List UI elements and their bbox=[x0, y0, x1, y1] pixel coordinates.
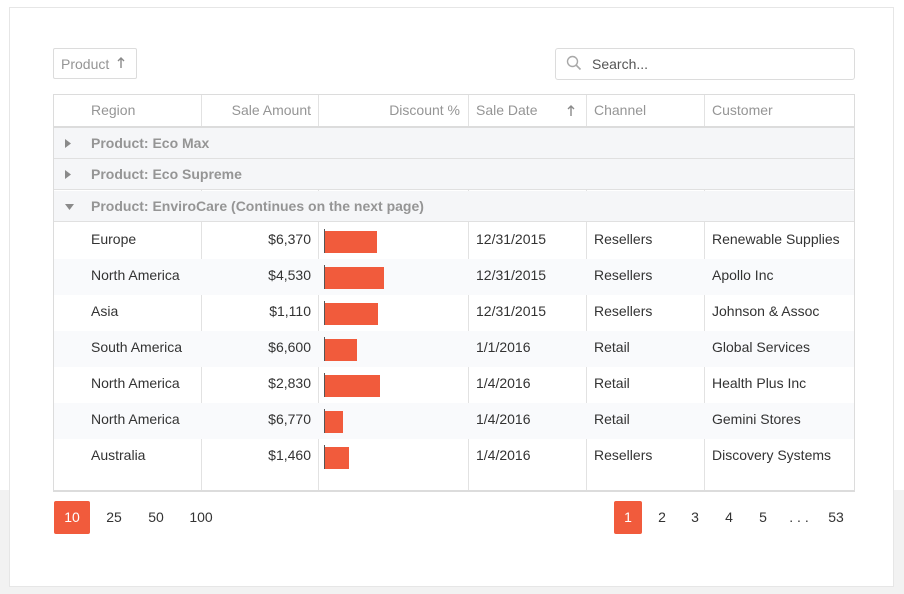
group-row[interactable]: Product: Eco Max bbox=[54, 128, 854, 159]
group-row[interactable]: Product: EnviroCare (Continues on the ne… bbox=[54, 191, 854, 222]
cell-sale-date: 1/1/2016 bbox=[476, 339, 531, 355]
cell-sale-date: 12/31/2015 bbox=[476, 267, 547, 283]
group-label: Product: Eco Max bbox=[91, 135, 210, 151]
cell-customer: Johnson & Assoc bbox=[712, 303, 820, 319]
column-header-sale-amount[interactable]: Sale Amount bbox=[231, 102, 311, 118]
table-row[interactable]: North America $2,830 1/4/2016 Retail Hea… bbox=[54, 367, 854, 403]
bar-axis bbox=[324, 409, 325, 433]
cell-customer: Renewable Supplies bbox=[712, 231, 840, 247]
data-grid: Region Sale Amount Discount % Sale Date … bbox=[53, 94, 855, 490]
cell-region: Europe bbox=[91, 231, 137, 247]
cell-sale-date: 1/4/2016 bbox=[476, 375, 531, 391]
cell-sale-amount: $1,460 bbox=[268, 447, 311, 463]
cell-customer: Gemini Stores bbox=[712, 411, 801, 427]
cell-channel: Retail bbox=[594, 411, 630, 427]
table-row[interactable]: South America $6,600 1/1/2016 Retail Glo… bbox=[54, 331, 854, 367]
table-row[interactable]: Europe $6,370 12/31/2015 Resellers Renew… bbox=[54, 223, 854, 259]
column-header-customer[interactable]: Customer bbox=[712, 102, 773, 118]
bar-axis bbox=[324, 445, 325, 469]
column-header-channel[interactable]: Channel bbox=[594, 102, 647, 118]
page-size-50[interactable]: 50 bbox=[148, 509, 164, 525]
page-button-5[interactable]: 5 bbox=[759, 509, 767, 525]
cell-sale-date: 1/4/2016 bbox=[476, 411, 531, 427]
cell-sale-amount: $2,830 bbox=[268, 375, 311, 391]
search-input[interactable] bbox=[590, 55, 834, 73]
discount-bar bbox=[325, 303, 378, 325]
page-size-100[interactable]: 100 bbox=[189, 509, 213, 525]
caret-right-icon[interactable] bbox=[65, 128, 71, 159]
pager-divider bbox=[53, 490, 855, 492]
group-row[interactable]: Product: Eco Supreme bbox=[54, 159, 854, 190]
cell-sale-date: 12/31/2015 bbox=[476, 303, 547, 319]
cell-region: North America bbox=[91, 267, 180, 283]
cell-sale-amount: $6,370 bbox=[268, 231, 311, 247]
discount-bar bbox=[325, 447, 349, 469]
cell-sale-date: 1/4/2016 bbox=[476, 447, 531, 463]
cell-channel: Resellers bbox=[594, 267, 653, 283]
cell-region: North America bbox=[91, 375, 180, 391]
cell-customer: Health Plus Inc bbox=[712, 375, 807, 391]
discount-bar bbox=[325, 339, 357, 361]
search-icon bbox=[556, 55, 582, 74]
cell-sale-date: 12/31/2015 bbox=[476, 231, 547, 247]
discount-bar bbox=[325, 231, 377, 253]
column-header-region[interactable]: Region bbox=[91, 102, 136, 118]
sort-ascending-icon bbox=[117, 56, 125, 72]
table-row[interactable]: North America $6,770 1/4/2016 Retail Gem… bbox=[54, 403, 854, 439]
cell-sale-amount: $6,600 bbox=[268, 339, 311, 355]
table-row[interactable]: North America $4,530 12/31/2015 Reseller… bbox=[54, 259, 854, 295]
cell-sale-amount: $1,110 bbox=[269, 303, 311, 319]
caret-down-icon[interactable] bbox=[65, 191, 74, 222]
discount-bar bbox=[325, 411, 343, 433]
bar-axis bbox=[324, 301, 325, 325]
cell-region: Australia bbox=[91, 447, 146, 463]
cell-customer: Apollo Inc bbox=[712, 267, 774, 283]
cell-customer: Discovery Systems bbox=[712, 447, 832, 463]
page-button-3[interactable]: 3 bbox=[691, 509, 699, 525]
cell-channel: Retail bbox=[594, 339, 630, 355]
bar-axis bbox=[324, 265, 325, 289]
group-panel-chip-product[interactable]: Product bbox=[53, 48, 137, 79]
page-button-4[interactable]: 4 bbox=[725, 509, 733, 525]
page-button-2[interactable]: 2 bbox=[658, 509, 666, 525]
cell-channel: Resellers bbox=[594, 231, 653, 247]
column-header-discount[interactable]: Discount % bbox=[389, 102, 460, 118]
cell-region: North America bbox=[91, 411, 180, 427]
grid-header: Region Sale Amount Discount % Sale Date … bbox=[54, 95, 854, 128]
search-box[interactable] bbox=[555, 48, 855, 80]
cell-sale-amount: $4,530 bbox=[268, 267, 311, 283]
bar-axis bbox=[324, 373, 325, 397]
discount-bar bbox=[325, 267, 384, 289]
group-label: Product: EnviroCare (Continues on the ne… bbox=[91, 198, 424, 214]
sort-ascending-icon bbox=[567, 95, 577, 126]
page-ellipsis[interactable]: . . . bbox=[789, 509, 809, 525]
column-header-sale-date[interactable]: Sale Date bbox=[476, 102, 538, 118]
group-chip-label: Product bbox=[61, 55, 110, 72]
cell-region: Asia bbox=[91, 303, 119, 319]
page-size-10[interactable]: 10 bbox=[54, 501, 90, 534]
cell-channel: Resellers bbox=[594, 303, 653, 319]
cell-sale-amount: $6,770 bbox=[268, 411, 311, 427]
page-button-1[interactable]: 1 bbox=[614, 501, 642, 534]
page-size-25[interactable]: 25 bbox=[106, 509, 122, 525]
discount-bar bbox=[325, 375, 380, 397]
cell-channel: Retail bbox=[594, 375, 630, 391]
caret-right-icon[interactable] bbox=[65, 159, 71, 190]
table-row[interactable]: Australia $1,460 1/4/2016 Resellers Disc… bbox=[54, 439, 854, 475]
cell-channel: Resellers bbox=[594, 447, 653, 463]
cell-customer: Global Services bbox=[712, 339, 811, 355]
page-button-last[interactable]: 53 bbox=[828, 509, 844, 525]
bar-axis bbox=[324, 337, 325, 361]
cell-region: South America bbox=[91, 339, 183, 355]
group-label: Product: Eco Supreme bbox=[91, 166, 242, 182]
table-row[interactable]: Asia $1,110 12/31/2015 Resellers Johnson… bbox=[54, 295, 854, 331]
bar-axis bbox=[324, 229, 325, 253]
